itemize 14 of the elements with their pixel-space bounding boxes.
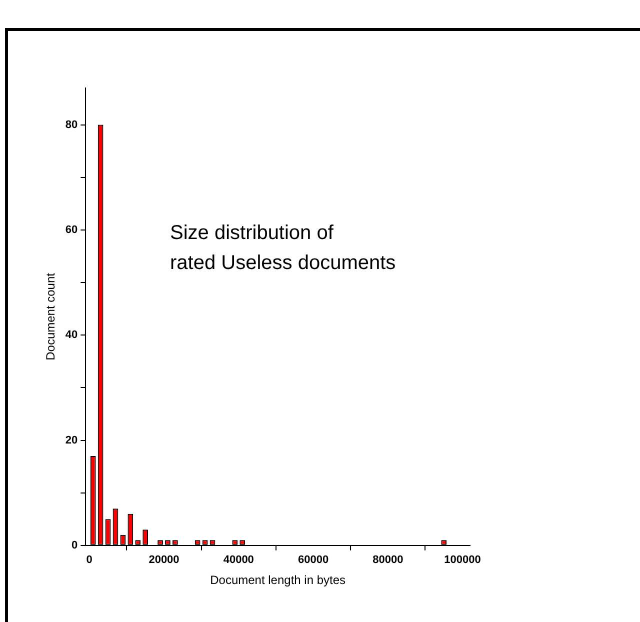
y-tick-label: 0 xyxy=(72,539,78,552)
y-axis-title: Document count xyxy=(44,272,58,360)
x-axis-title: Document length in bytes xyxy=(210,573,346,588)
x-tick-label: 100000 xyxy=(444,554,481,566)
y-tick-label: 40 xyxy=(65,329,78,342)
x-tick-label: 80000 xyxy=(372,554,404,566)
x-tick-label: 40000 xyxy=(223,554,254,566)
y-tick-label: 80 xyxy=(65,118,78,131)
x-tick-label: 20000 xyxy=(148,554,180,566)
x-tick-label: 0 xyxy=(86,554,92,566)
x-tick-label: 60000 xyxy=(298,554,329,566)
y-tick-label: 60 xyxy=(65,224,78,236)
text: Size distribution of rated Useless documents xyxy=(170,221,396,276)
y-tick-label: 20 xyxy=(65,434,78,446)
